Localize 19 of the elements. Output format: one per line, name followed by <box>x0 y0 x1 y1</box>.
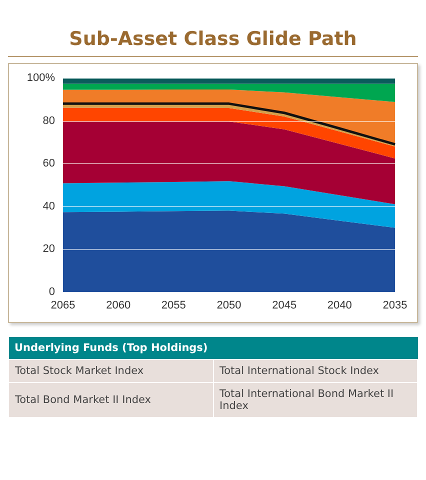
y-tick-label: 100% <box>26 72 56 84</box>
y-tick-label: 80 <box>42 114 55 127</box>
y-tick-label: 20 <box>42 243 55 256</box>
text: Total International Stock Index <box>213 360 418 382</box>
x-tick-label: 2045 <box>272 300 297 312</box>
x-tick-label: 2060 <box>106 300 131 312</box>
y-tick-label: 60 <box>42 158 55 170</box>
chart-title: Sub-Asset Class Glide Path <box>68 28 358 50</box>
text: Total Stock Market Index <box>8 360 213 382</box>
x-tick-label: 2040 <box>327 300 352 312</box>
text: Total International Bond Market II Index <box>213 382 418 418</box>
text: Underlying Funds (Top Holdings) <box>8 337 418 360</box>
y-tick-label: 0 <box>48 286 55 298</box>
x-tick-label: 2065 <box>50 300 76 312</box>
x-tick-label: 2050 <box>216 300 242 312</box>
text: Total Bond Market II Index <box>8 382 213 418</box>
x-tick-label: 2055 <box>161 300 186 312</box>
y-tick-label: 40 <box>42 200 55 212</box>
x-tick-label: 2035 <box>382 300 408 312</box>
